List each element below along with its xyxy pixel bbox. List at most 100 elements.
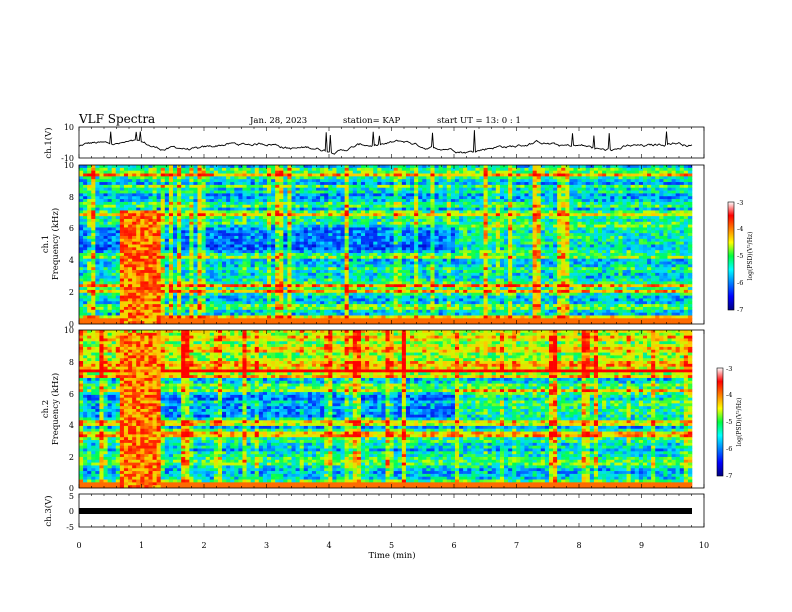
spectrogram-cell xyxy=(332,287,337,291)
spectrogram-cell xyxy=(377,298,382,302)
spectrogram-cell xyxy=(185,315,190,319)
spectrogram-cell xyxy=(291,167,296,171)
spectrogram-cell xyxy=(373,275,378,279)
spectrogram-cell xyxy=(91,304,96,308)
spectrogram-cell xyxy=(87,187,92,191)
spectrogram-cell xyxy=(95,204,100,208)
spectrogram-cell xyxy=(291,230,296,234)
spectrogram-cell xyxy=(262,315,268,319)
spectrogram-cell xyxy=(393,173,399,177)
spectrogram-cell xyxy=(111,295,117,299)
spectrogram-cell xyxy=(222,304,227,308)
spectrogram-cell xyxy=(226,216,231,220)
spectrogram-cell xyxy=(111,235,117,240)
spectrogram-cell xyxy=(348,292,354,296)
spectrogram-cell xyxy=(307,306,313,311)
spectrogram-cell xyxy=(295,264,300,268)
spectrogram-cell xyxy=(352,261,358,265)
spectrogram-cell xyxy=(271,253,276,257)
spectrogram-cell xyxy=(393,176,399,180)
spectrogram-cell xyxy=(295,295,300,299)
spectrogram-cell xyxy=(209,227,215,231)
spectrogram-cell xyxy=(234,207,239,211)
spectrogram-cell xyxy=(144,250,149,254)
spectrogram-cell xyxy=(205,264,211,268)
spectrogram-cell xyxy=(201,233,206,237)
spectrogram-cell xyxy=(168,196,174,200)
spectrogram-cell xyxy=(336,292,341,296)
spectrogram-cell xyxy=(185,267,190,271)
spectrogram-cell xyxy=(156,201,162,206)
spectrogram-cell xyxy=(397,287,403,291)
spectrogram-cell xyxy=(177,318,182,322)
spectrogram-cell xyxy=(418,275,423,279)
spectrogram-cell xyxy=(107,278,112,282)
spectrogram-cell xyxy=(107,235,112,240)
spectrogram-cell xyxy=(103,244,108,248)
spectrogram-cell xyxy=(172,253,178,257)
spectrogram-cell xyxy=(111,233,117,237)
spectrogram-cell xyxy=(209,309,215,313)
spectrogram-cell xyxy=(348,270,354,274)
spectrogram-cell xyxy=(405,224,411,228)
spectrogram-cell xyxy=(230,312,235,316)
spectrogram-cell xyxy=(238,176,243,180)
spectrogram-cell xyxy=(201,170,206,174)
spectrogram-cell xyxy=(266,287,272,291)
spectrogram-cell xyxy=(107,221,112,225)
spectrogram-cell xyxy=(185,199,190,203)
spectrogram-cell xyxy=(405,199,411,203)
spectrogram-cell xyxy=(254,201,260,206)
spectrogram-cell xyxy=(373,295,378,299)
spectrogram-cell xyxy=(250,238,256,242)
spectrogram-cell xyxy=(230,255,235,259)
spectrogram-cell xyxy=(217,312,223,316)
spectrogram-cell xyxy=(299,213,305,217)
spectrogram-cell xyxy=(307,247,313,251)
spectrogram-cell xyxy=(132,187,137,191)
spectrogram-cell xyxy=(271,315,276,319)
spectrogram-cell xyxy=(356,213,362,217)
spectrogram-cell xyxy=(144,258,149,262)
spectrogram-cell xyxy=(123,210,129,214)
spectrogram-cell xyxy=(344,210,350,214)
spectrogram-cell xyxy=(128,267,133,271)
spectrogram-cell xyxy=(213,247,219,251)
spectrogram-cell xyxy=(344,301,350,305)
spectrogram-cell xyxy=(242,216,247,220)
spectrogram-cell xyxy=(271,184,276,189)
spectrogram-cell xyxy=(373,182,378,186)
spectrogram-cell xyxy=(128,301,133,305)
spectrogram-cell xyxy=(79,304,84,308)
spectrogram-cell xyxy=(132,184,137,189)
spectrogram-cell xyxy=(181,272,186,277)
spectrogram-cell xyxy=(393,287,399,291)
spectrogram-cell xyxy=(365,187,370,191)
spectrogram-cell xyxy=(393,284,399,288)
spectrogram-cell xyxy=(344,165,350,169)
spectrogram-cell xyxy=(238,193,243,197)
spectrogram-cell xyxy=(226,278,231,282)
spectrogram-cell xyxy=(99,306,104,311)
spectrogram-cell xyxy=(328,258,333,262)
spectrogram-cell xyxy=(119,201,125,206)
spectrogram-cell xyxy=(172,230,178,234)
spectrogram-cell xyxy=(144,244,149,248)
spectrogram-cell xyxy=(128,167,133,171)
spectrogram-cell xyxy=(381,204,386,208)
spectrogram-cell xyxy=(115,213,121,217)
spectrogram-cell xyxy=(295,184,300,189)
spectrogram-cell xyxy=(426,272,431,277)
spectrogram-cell xyxy=(238,173,243,177)
spectrogram-cell xyxy=(222,306,227,311)
spectrogram-cell xyxy=(422,170,427,174)
spectrogram-cell xyxy=(381,318,386,322)
spectrogram-cell xyxy=(128,213,133,217)
spectrogram-cell xyxy=(258,182,264,186)
spectrogram-cell xyxy=(426,179,431,183)
spectrogram-cell xyxy=(381,167,386,171)
spectrogram-cell xyxy=(307,210,313,214)
spectrogram-cell xyxy=(156,247,162,251)
spectrogram-cell xyxy=(148,247,153,251)
spectrogram-cell xyxy=(87,190,92,194)
